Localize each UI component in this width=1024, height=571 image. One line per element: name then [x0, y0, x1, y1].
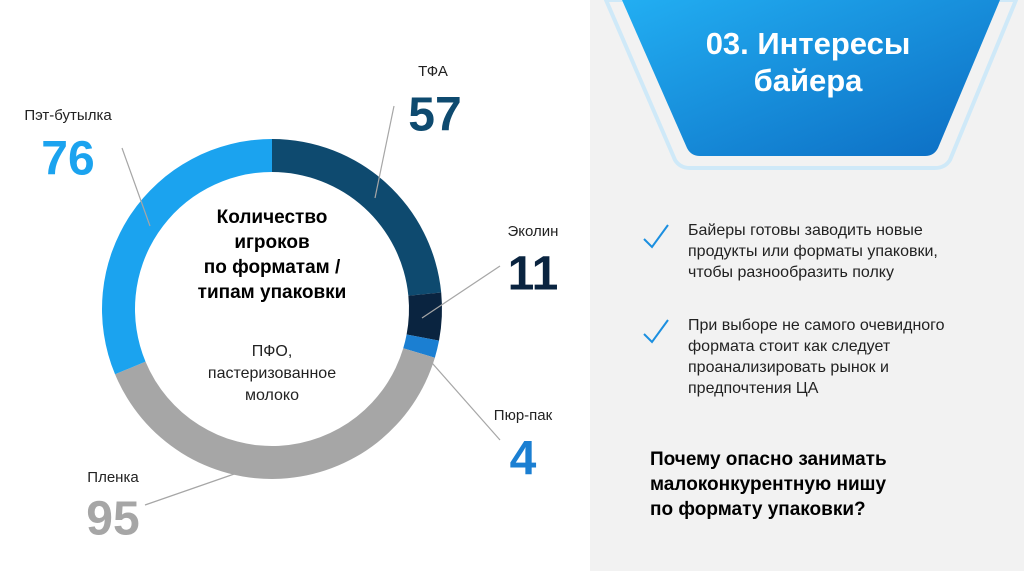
bullet-text: Байеры готовы заводить новые [688, 222, 923, 239]
leader-line [424, 354, 501, 441]
leader-line [144, 471, 241, 506]
question: малоконкурентную нишу [650, 474, 886, 495]
leader-line [421, 265, 501, 319]
question: по формату упаковки? [650, 499, 866, 520]
bullet-text: При выборе не самого очевидного [688, 317, 945, 334]
check-icon [643, 224, 669, 249]
bullet-text: предпочтения ЦА [688, 380, 819, 397]
center-title: типам упаковки [198, 282, 347, 303]
category-label: Пленка [87, 469, 139, 486]
value-label: 57 [408, 89, 461, 142]
badge-outline [603, 0, 1019, 170]
category-label: Пюр-пак [494, 407, 553, 424]
badge [622, 0, 1000, 156]
value-label: 76 [41, 133, 94, 186]
value-label: 95 [86, 493, 139, 546]
center-subtitle: пастеризованное [208, 365, 336, 382]
bullet-text: формата стоит как следует [688, 338, 891, 355]
donut-segment [115, 348, 435, 480]
center-subtitle: молоко [245, 387, 299, 404]
bullet-text: продукты или форматы упаковки, [688, 243, 938, 260]
center-title: игроков [234, 232, 309, 253]
donut-segment [101, 139, 273, 375]
value-label: 11 [508, 248, 559, 301]
value-label: 4 [510, 433, 537, 486]
donut-chart: ТФА 57 Эколин 11 Пюр-пак 4 Пленка 95 Пэт-бутылка… [24, 63, 558, 546]
leader-line [374, 105, 395, 199]
bullet-text: чтобы разнообразить полку [688, 264, 894, 281]
check-icon [643, 319, 669, 344]
bullet-text: проанализировать рынок и [688, 359, 889, 376]
category-label: Пэт-бутылка [24, 107, 112, 124]
panel-title: 03. Интересы [706, 26, 911, 61]
center-title: Количество [217, 207, 328, 228]
category-label: Эколин [508, 223, 559, 240]
donut-segment [272, 139, 442, 296]
center-title: по форматам / [204, 257, 341, 278]
question: Почему опасно занимать [650, 449, 887, 470]
leader-line [121, 147, 151, 227]
category-label: ТФА [418, 63, 448, 80]
center-subtitle: ПФО, [252, 343, 293, 360]
donut-segment [403, 334, 440, 358]
panel-title: байера [754, 63, 864, 98]
